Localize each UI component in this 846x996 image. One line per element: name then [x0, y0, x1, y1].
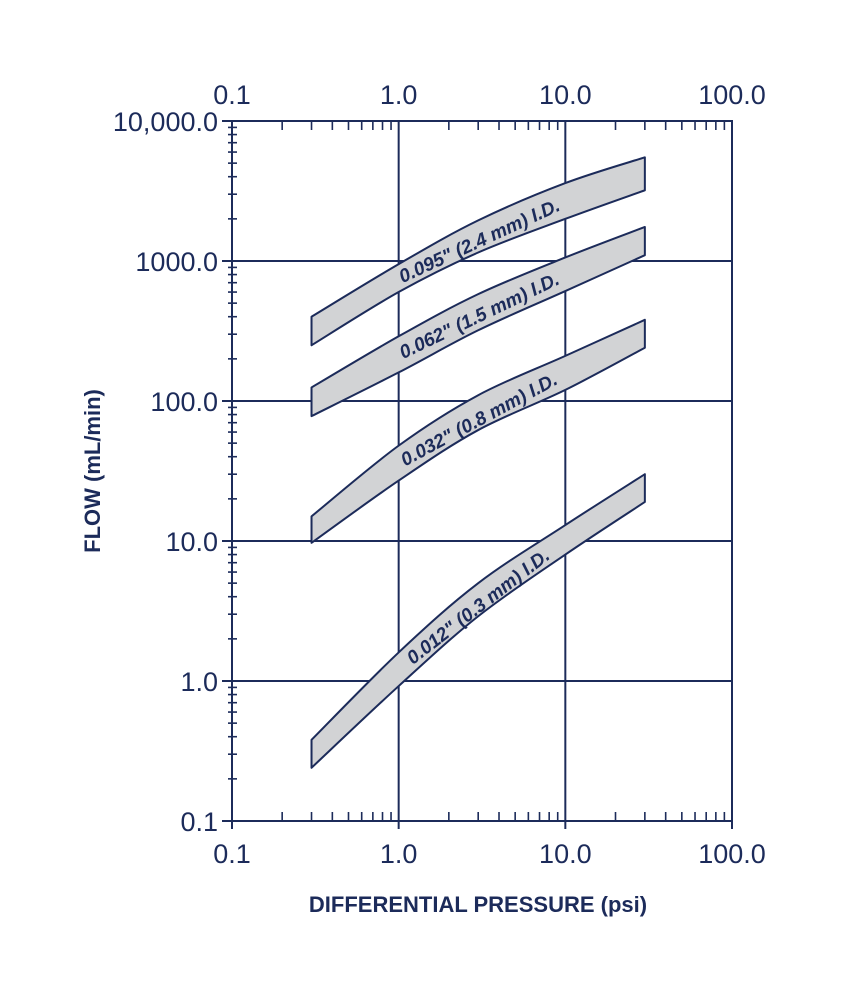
- plot-frame: [231, 120, 733, 822]
- x-tick-label-top: 1.0: [380, 80, 418, 110]
- y-axis-title: FLOW (mL/min): [80, 389, 105, 553]
- x-axis-title: DIFFERENTIAL PRESSURE (psi): [309, 892, 647, 917]
- flow-band: 0.012" (0.3 mm) I.D.: [310, 473, 646, 769]
- x-tick-label: 10.0: [539, 839, 592, 869]
- x-tick-label-top: 10.0: [539, 80, 592, 110]
- flow-band-area: [310, 473, 646, 769]
- flow-band-label: 0.062" (1.5 mm) I.D.: [396, 269, 563, 364]
- x-tick-labels-top: 0.1 1.0 10.0 100.0: [213, 80, 766, 110]
- flow-band-area: [310, 318, 646, 544]
- x-tick-label-top: 100.0: [698, 80, 766, 110]
- y-tick-label: 1000.0: [135, 247, 218, 277]
- flow-band-label: 0.012" (0.3 mm) I.D.: [403, 545, 554, 669]
- x-tick-label-top: 0.1: [213, 80, 251, 110]
- x-tick-label: 100.0: [698, 839, 766, 869]
- flow-bands: 0.095" (2.4 mm) I.D.0.062" (1.5 mm) I.D.…: [310, 156, 646, 769]
- y-tick-label: 10.0: [165, 527, 218, 557]
- x-tick-labels-bottom: 0.1 1.0 10.0 100.0: [213, 839, 766, 869]
- y-tick-label: 0.1: [180, 807, 218, 837]
- x-tick-label: 1.0: [380, 839, 418, 869]
- flow-band-area: [310, 156, 646, 347]
- y-tick-labels: 0.1 1.0 10.0 100.0 1000.0 10,000.0: [113, 107, 218, 837]
- x-tick-label: 0.1: [213, 839, 251, 869]
- flow-band-area: [310, 225, 646, 418]
- flow-band-label: 0.032" (0.8 mm) I.D.: [398, 369, 562, 471]
- y-tick-label: 10,000.0: [113, 107, 218, 137]
- y-tick-label: 1.0: [180, 667, 218, 697]
- y-tick-label: 100.0: [150, 387, 218, 417]
- flow-band: 0.062" (1.5 mm) I.D.: [310, 225, 646, 418]
